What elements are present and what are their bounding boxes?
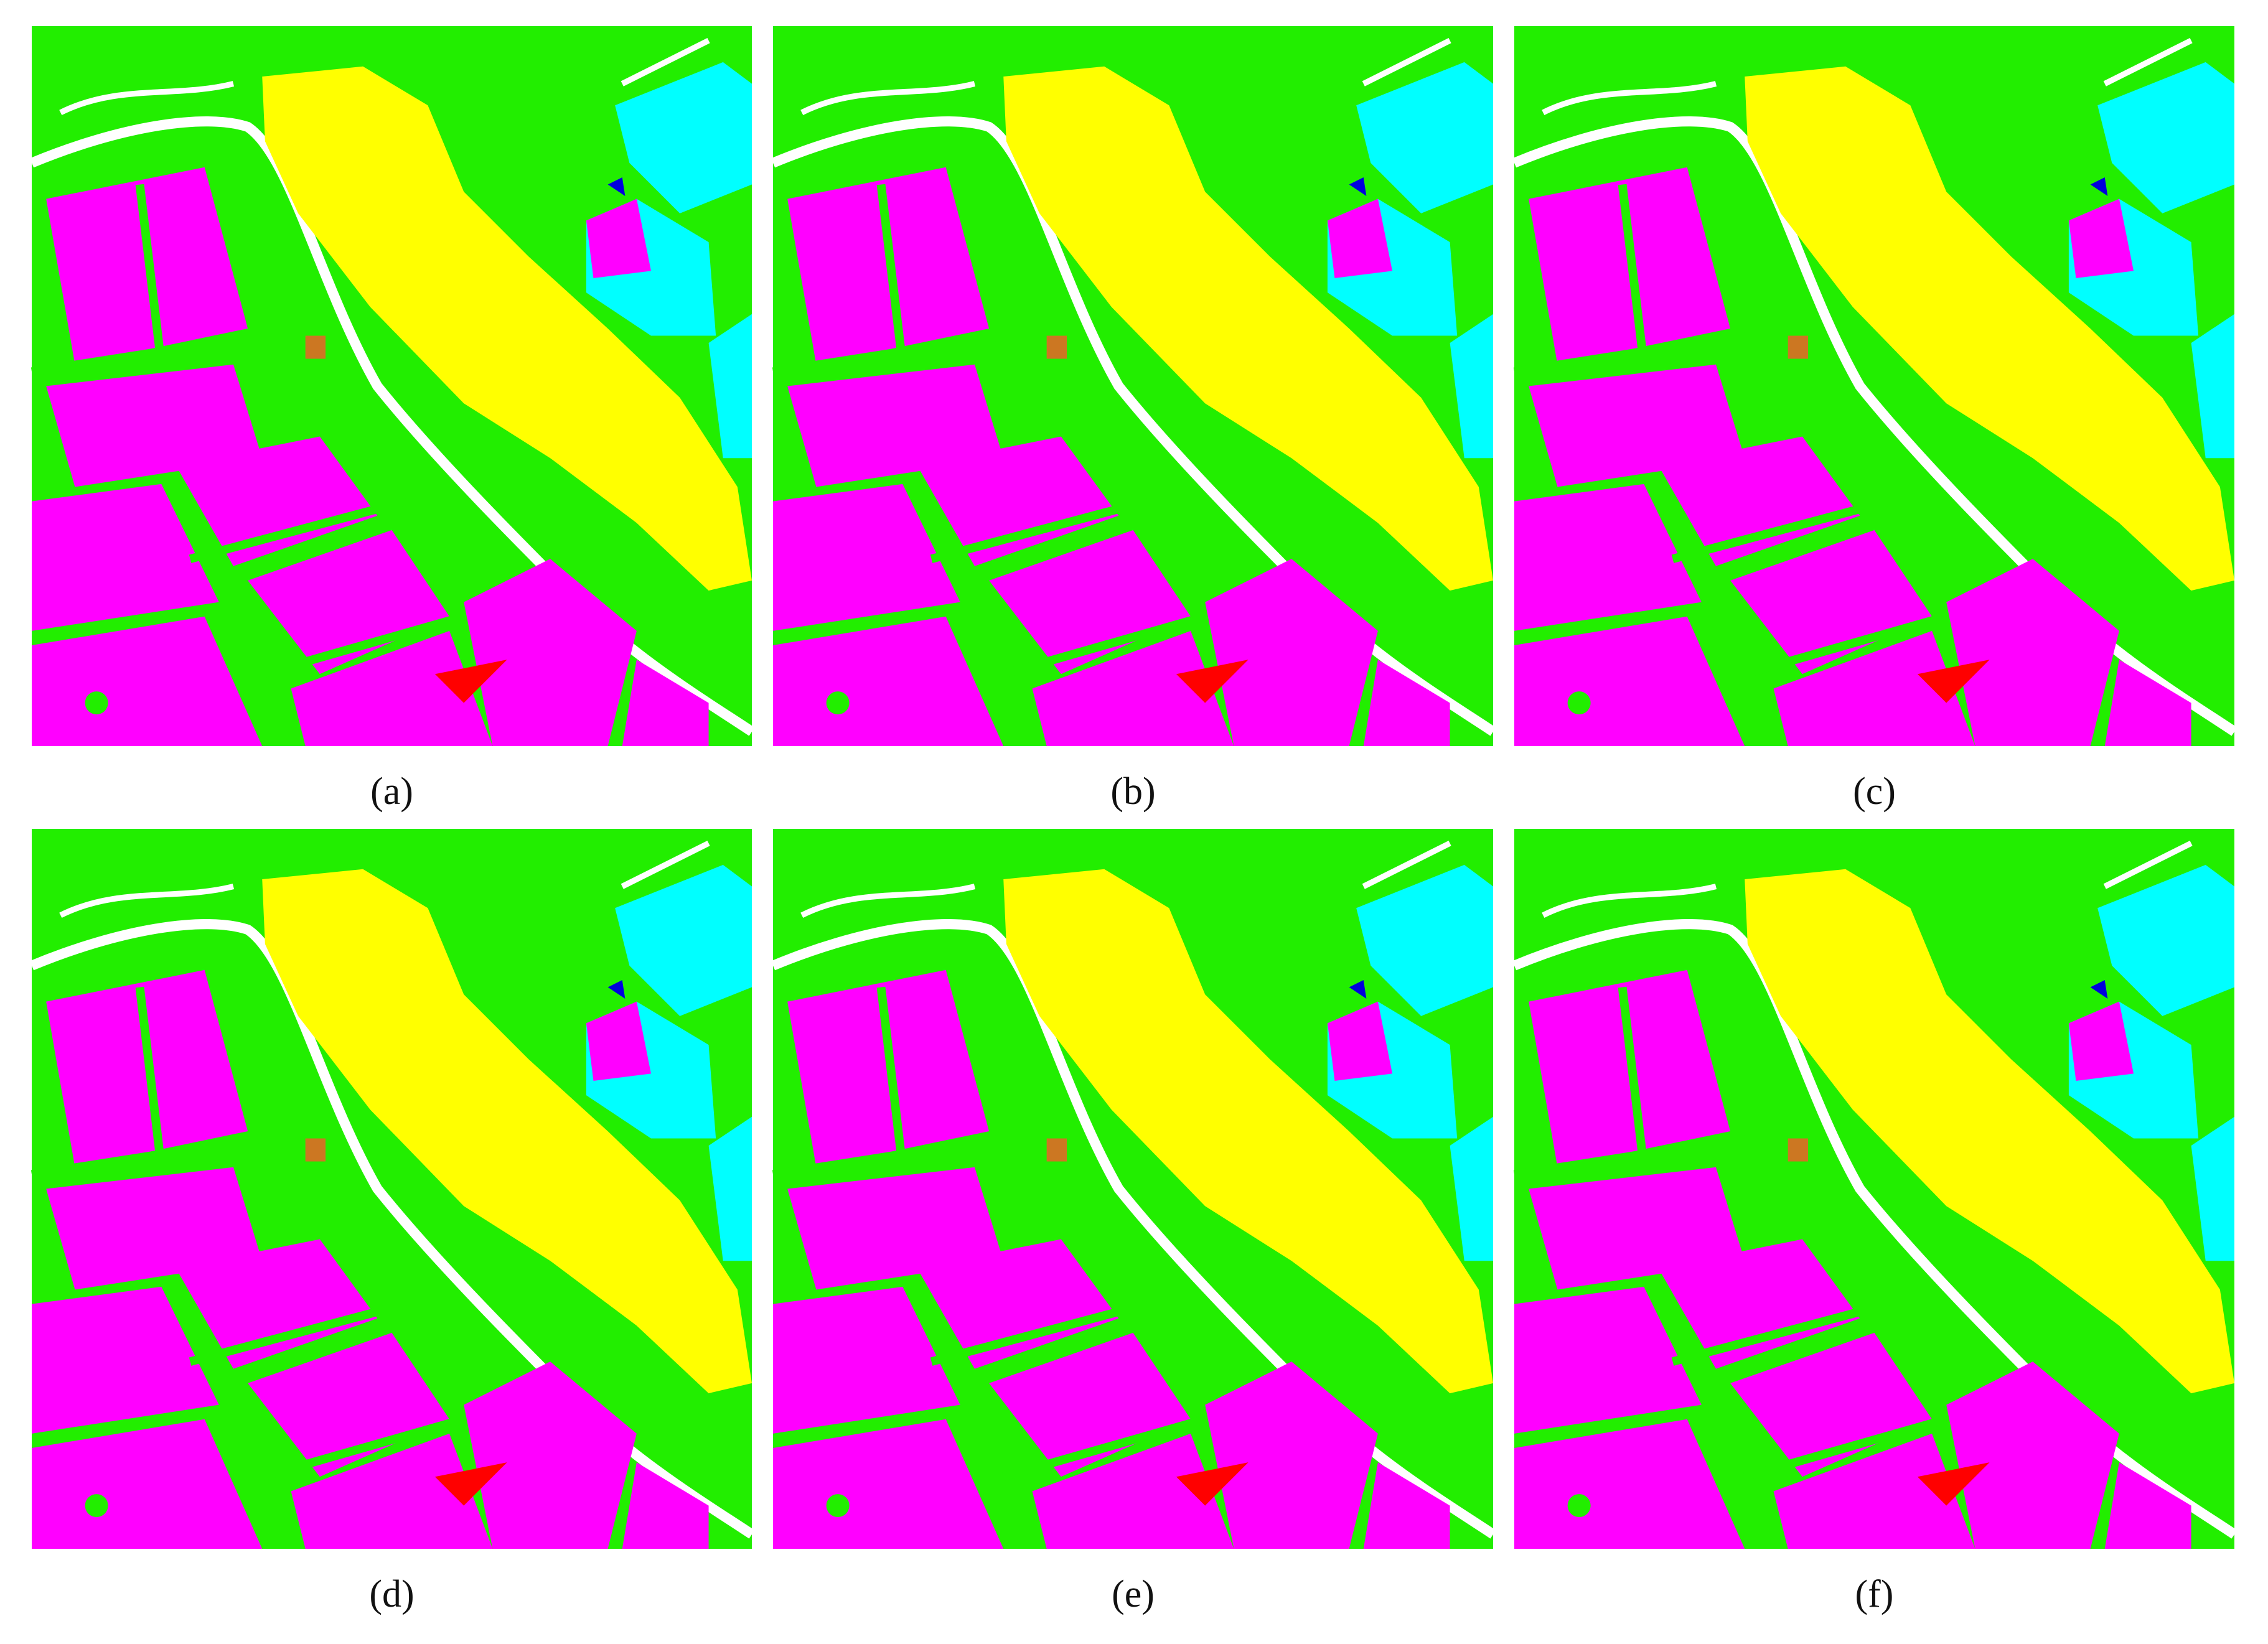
classification-map: [1514, 26, 2234, 746]
classification-map: [1514, 829, 2234, 1549]
panel-label: (e): [1112, 1573, 1155, 1615]
panel-label: (b): [1110, 770, 1155, 813]
panel-label: (d): [369, 1573, 414, 1615]
classification-map: [773, 26, 1493, 746]
classification-map: [32, 829, 752, 1549]
panel-label: (f): [1855, 1573, 1894, 1615]
panel-label: (a): [370, 770, 413, 813]
panel-label: (c): [1853, 770, 1896, 813]
classification-map: [773, 829, 1493, 1549]
classification-map: [32, 26, 752, 746]
